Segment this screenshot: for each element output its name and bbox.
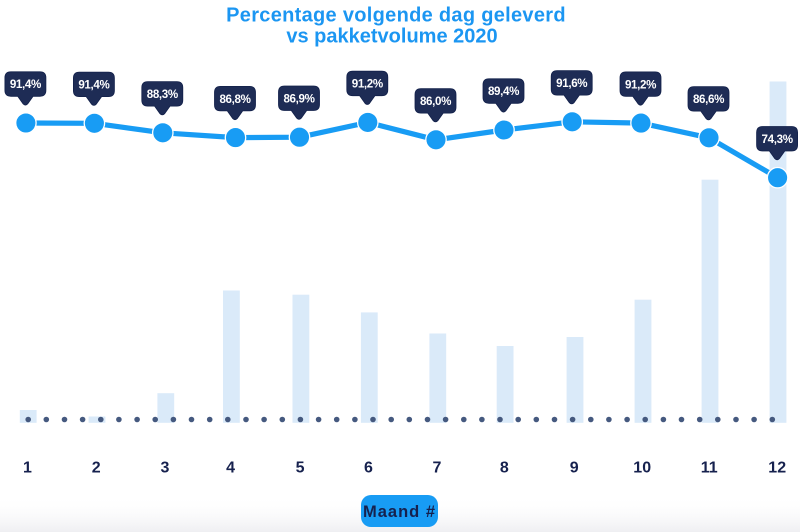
svg-text:86,0%: 86,0% bbox=[420, 95, 451, 108]
svg-text:Maand #: Maand # bbox=[363, 503, 436, 521]
svg-text:10: 10 bbox=[633, 460, 651, 477]
svg-text:11: 11 bbox=[701, 460, 718, 477]
svg-text:9: 9 bbox=[570, 460, 579, 477]
svg-text:91,2%: 91,2% bbox=[352, 78, 383, 91]
svg-text:4: 4 bbox=[226, 460, 235, 477]
svg-text:91,2%: 91,2% bbox=[625, 78, 656, 91]
svg-text:91,6%: 91,6% bbox=[556, 77, 587, 90]
svg-text:6: 6 bbox=[364, 460, 373, 477]
svg-text:91,4%: 91,4% bbox=[10, 78, 41, 91]
svg-text:89,4%: 89,4% bbox=[488, 85, 519, 98]
svg-text:Percentage volgende dag geleve: Percentage volgende dag geleverd bbox=[226, 5, 566, 27]
svg-text:3: 3 bbox=[161, 460, 170, 477]
svg-text:88,3%: 88,3% bbox=[147, 88, 178, 101]
svg-text:7: 7 bbox=[433, 460, 442, 477]
svg-text:74,3%: 74,3% bbox=[762, 133, 793, 146]
svg-text:12: 12 bbox=[768, 460, 786, 477]
svg-text:86,9%: 86,9% bbox=[283, 92, 314, 105]
svg-text:86,8%: 86,8% bbox=[219, 93, 250, 106]
svg-text:1: 1 bbox=[23, 460, 32, 477]
svg-text:86,6%: 86,6% bbox=[693, 93, 724, 106]
svg-text:5: 5 bbox=[296, 460, 305, 477]
svg-text:2: 2 bbox=[92, 460, 101, 477]
svg-text:91,4%: 91,4% bbox=[78, 79, 109, 92]
svg-text:8: 8 bbox=[500, 460, 509, 477]
svg-text:vs pakketvolume 2020: vs pakketvolume 2020 bbox=[286, 25, 497, 47]
